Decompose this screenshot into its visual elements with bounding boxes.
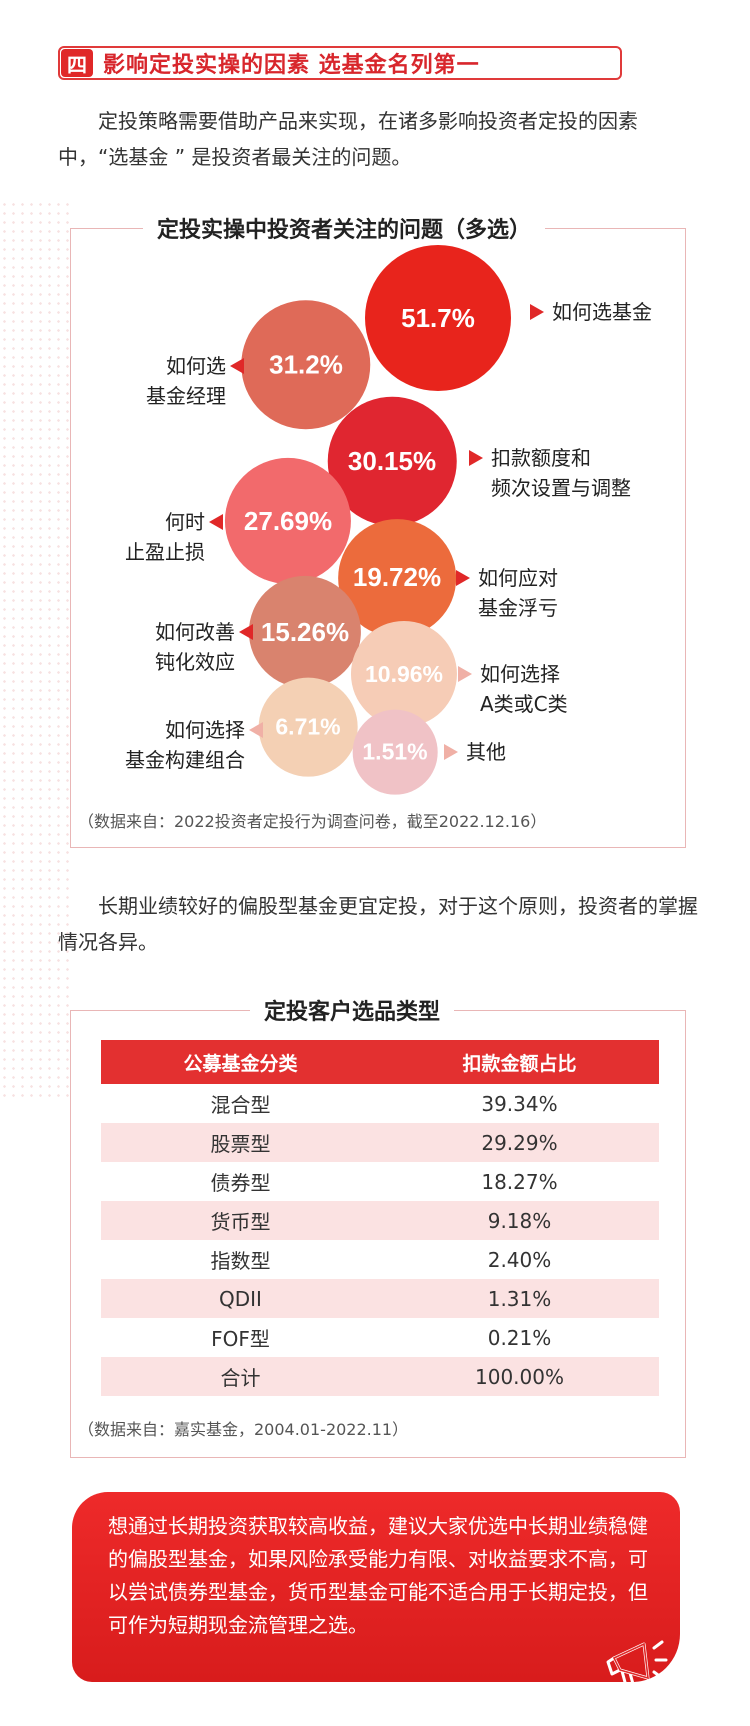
bubble-label-4: 何时止盈止损 <box>125 507 205 567</box>
bubble-pointer-8 <box>249 722 263 738</box>
bubble-label-line: 如何选择 <box>480 662 560 686</box>
table-row: 混合型 39.34% <box>101 1084 659 1123</box>
bubble-label-line: A类或C类 <box>480 692 568 716</box>
section-title: 影响定投实操的因素 选基金名列第一 <box>103 53 480 78</box>
bubble-7: 10.96% <box>350 620 458 728</box>
table-cell-share: 100.00% <box>475 1364 564 1389</box>
table-cell-share: 18.27% <box>481 1169 558 1194</box>
bubble-label-line: 基金浮亏 <box>478 596 558 620</box>
table-cell-category: FOF型 <box>211 1327 270 1351</box>
bubble-label-line: 如何选择 <box>165 718 245 742</box>
bubble-label-2: 如何选基金经理 <box>146 351 226 411</box>
bubble-chart-title: 定投实操中投资者关注的问题（多选） <box>143 212 546 244</box>
bubble-3: 30.15% <box>327 396 457 526</box>
table-cell-category: 混合型 <box>210 1093 271 1117</box>
table-cell-category: QDII <box>219 1286 262 1311</box>
bubble-pointer-6 <box>239 624 253 640</box>
table-body: 混合型 39.34% 股票型 29.29% 债券型 18.27% 货币型 9.18% 指数型 2.… <box>101 1084 659 1396</box>
bubble-label-line: 如何选 <box>166 354 226 378</box>
advice-callout: 想通过长期投资获取较高收益，建议大家优选中长期业绩稳健的偏股型基金，如果风险承受… <box>72 1492 680 1682</box>
bubble-label-9: 其他 <box>466 737 506 767</box>
bubble-chart-source: （数据来自：2022投资者定投行为调查问卷，截至2022.12.16） <box>78 812 547 831</box>
megaphone-icon <box>606 1640 668 1688</box>
table-row: 合计 100.00% <box>101 1357 659 1396</box>
section-number-badge: 四 <box>61 49 93 77</box>
table-cell-category: 货币型 <box>210 1210 271 1234</box>
table-title: 定投客户选品类型 <box>250 994 455 1026</box>
bubble-label-line: 基金经理 <box>146 384 226 408</box>
table-cell-share: 2.40% <box>487 1247 552 1272</box>
bubble-label-line: 基金构建组合 <box>125 748 245 772</box>
table-row: 债券型 18.27% <box>101 1162 659 1201</box>
table-cell-category: 股票型 <box>210 1132 271 1156</box>
bubble-label-line: 如何改善 <box>155 620 235 644</box>
table-cell-category: 指数型 <box>210 1249 271 1273</box>
bubble-8: 6.71% <box>258 677 358 777</box>
bubble-label-6: 如何改善 钝化效应 <box>155 617 235 677</box>
bubble-label-3: 扣款额度和频次设置与调整 <box>491 443 631 503</box>
table-header-category: 公募基金分类 <box>183 1052 298 1075</box>
bubble-pointer-3 <box>469 450 483 466</box>
table-row: 指数型 2.40% <box>101 1240 659 1279</box>
bubble-label-line: 何时 <box>165 510 205 534</box>
table-header-share: 扣款金额占比 <box>462 1052 577 1075</box>
bubble-label-line: 钝化效应 <box>155 650 235 674</box>
bubble-label-line: 如何选基金 <box>552 300 652 324</box>
table-row: 货币型 9.18% <box>101 1201 659 1240</box>
bubble-1: 51.7% <box>365 245 511 391</box>
bubble-label-5: 如何应对 基金浮亏 <box>478 563 558 623</box>
bubble-2: 31.2% <box>241 300 371 430</box>
bubble-6: 15.26% <box>248 575 362 689</box>
bubble-9: 1.51% <box>352 709 438 795</box>
bubble-label-8: 如何选择基金构建组合 <box>125 715 245 775</box>
bubble-label-1: 如何选基金 <box>552 297 652 327</box>
bubble-pointer-2 <box>230 358 244 374</box>
bubble-label-line: 如何应对 <box>478 566 558 590</box>
bubble-pointer-5 <box>456 570 470 586</box>
table-cell-share: 29.29% <box>481 1130 558 1155</box>
table-row: 股票型 29.29% <box>101 1123 659 1162</box>
table-cell-category: 债券型 <box>210 1171 271 1195</box>
bubble-label-line: 扣款额度和 <box>491 446 591 470</box>
intro-paragraph: 定投策略需要借助产品来实现，在诸多影响投资者定投的因素中，“选基金 ” 是投资者… <box>58 109 638 169</box>
table-cell-share: 39.34% <box>481 1091 558 1116</box>
bubble-pointer-1 <box>530 304 544 320</box>
bubble-4: 27.69% <box>224 457 352 585</box>
bubble-label-line: 止盈止损 <box>125 540 205 564</box>
table-header-row: 公募基金分类 扣款金额占比 <box>101 1040 659 1084</box>
table-cell-share: 1.31% <box>487 1286 552 1311</box>
table-cell-category: 合计 <box>220 1366 261 1390</box>
bubble-pointer-4 <box>209 514 223 530</box>
table-row: QDII 1.31% <box>101 1279 659 1318</box>
table-cell-share: 0.21% <box>487 1325 552 1350</box>
bubble-pointer-9 <box>444 744 458 760</box>
section-header: 四 影响定投实操的因素 选基金名列第一 <box>58 46 622 80</box>
dot-pattern-decoration <box>0 200 70 1100</box>
table-source: （数据来自：嘉实基金，2004.01-2022.11） <box>78 1420 409 1439</box>
bubble-label-line: 其他 <box>466 740 506 764</box>
bubble-label-line: 频次设置与调整 <box>491 476 631 500</box>
table-cell-share: 9.18% <box>487 1208 552 1233</box>
bubble-pointer-7 <box>458 666 472 682</box>
second-paragraph: 长期业绩较好的偏股型基金更宜定投，对于这个原则，投资者的掌握情况各异。 <box>58 894 698 954</box>
table-row: FOF型 0.21% <box>101 1318 659 1357</box>
fund-type-table: 公募基金分类 扣款金额占比 混合型 39.34% 股票型 29.29% 债券型 18.27… <box>101 1040 659 1396</box>
bubble-label-7: 如何选择 A类或C类 <box>480 659 568 719</box>
